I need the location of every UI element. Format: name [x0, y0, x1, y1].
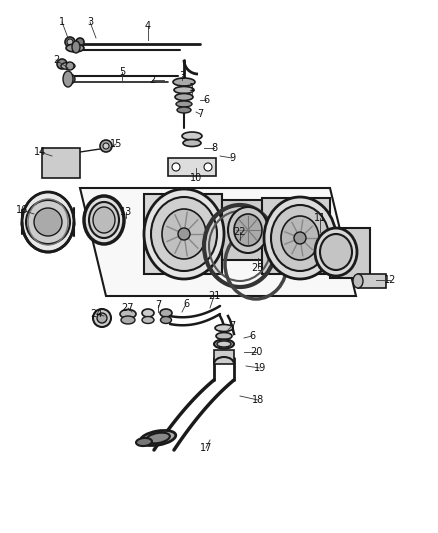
Circle shape [34, 208, 62, 236]
Text: 7: 7 [229, 321, 235, 331]
Ellipse shape [144, 189, 224, 279]
Bar [262, 198, 330, 274]
Circle shape [93, 309, 111, 327]
Ellipse shape [315, 228, 357, 276]
Ellipse shape [320, 234, 352, 270]
Circle shape [65, 37, 75, 47]
Ellipse shape [281, 216, 319, 260]
Text: 3: 3 [87, 17, 93, 27]
Circle shape [97, 313, 107, 323]
Text: 6: 6 [183, 299, 189, 309]
Text: 7: 7 [155, 300, 161, 310]
Text: 24: 24 [90, 309, 102, 319]
Text: 5: 5 [119, 67, 125, 77]
Circle shape [172, 163, 180, 171]
Text: 1: 1 [189, 83, 195, 93]
Ellipse shape [271, 205, 329, 271]
Circle shape [76, 38, 84, 46]
Ellipse shape [174, 86, 194, 93]
Ellipse shape [162, 209, 206, 259]
Text: 8: 8 [211, 143, 217, 153]
Circle shape [103, 143, 109, 149]
Ellipse shape [175, 93, 193, 101]
Text: 11: 11 [314, 213, 326, 223]
Ellipse shape [217, 341, 231, 347]
Ellipse shape [177, 107, 191, 113]
Ellipse shape [63, 71, 73, 87]
Text: 7: 7 [197, 109, 203, 119]
Circle shape [26, 200, 70, 244]
Ellipse shape [215, 325, 233, 332]
Text: 27: 27 [122, 303, 134, 313]
Circle shape [66, 62, 74, 70]
Text: 12: 12 [384, 275, 396, 285]
Text: 17: 17 [200, 443, 212, 453]
Ellipse shape [151, 197, 217, 271]
Circle shape [67, 39, 73, 45]
Ellipse shape [160, 309, 172, 317]
Bar [214, 350, 234, 364]
Bar [330, 228, 370, 278]
Circle shape [204, 163, 212, 171]
Text: 22: 22 [234, 227, 246, 237]
Ellipse shape [142, 309, 154, 317]
Text: 14: 14 [34, 147, 46, 157]
Ellipse shape [84, 196, 124, 244]
Bar [168, 158, 216, 176]
Circle shape [57, 59, 67, 69]
Ellipse shape [160, 317, 172, 324]
Ellipse shape [214, 340, 234, 349]
Ellipse shape [140, 431, 176, 446]
Text: 10: 10 [190, 173, 202, 183]
Text: 3: 3 [179, 71, 185, 81]
Text: 18: 18 [252, 395, 264, 405]
Bar [358, 274, 386, 288]
Ellipse shape [216, 333, 232, 340]
Text: 19: 19 [254, 363, 266, 373]
Ellipse shape [66, 44, 84, 52]
Ellipse shape [264, 197, 336, 279]
Text: 25: 25 [252, 263, 264, 273]
Ellipse shape [353, 274, 363, 288]
Ellipse shape [176, 101, 192, 107]
Ellipse shape [136, 438, 152, 446]
Polygon shape [80, 188, 356, 296]
Ellipse shape [22, 192, 74, 252]
Bar [144, 194, 222, 274]
Circle shape [65, 74, 75, 84]
Text: 1: 1 [59, 17, 65, 27]
Bar [42, 148, 80, 178]
Ellipse shape [146, 433, 170, 443]
Ellipse shape [61, 62, 75, 69]
Ellipse shape [142, 317, 154, 324]
Ellipse shape [183, 140, 201, 147]
Text: 4: 4 [145, 21, 151, 31]
Ellipse shape [72, 41, 80, 53]
Text: 2: 2 [149, 75, 155, 85]
Text: 20: 20 [250, 347, 262, 357]
Ellipse shape [89, 202, 119, 238]
Ellipse shape [121, 316, 135, 324]
Ellipse shape [93, 207, 115, 233]
Ellipse shape [173, 78, 195, 86]
Text: 6: 6 [203, 95, 209, 105]
Bar [222, 200, 274, 260]
Ellipse shape [228, 207, 268, 253]
Text: 6: 6 [249, 331, 255, 341]
Text: 15: 15 [110, 139, 122, 149]
Text: 9: 9 [229, 153, 235, 163]
Ellipse shape [120, 310, 136, 319]
Text: 2: 2 [53, 55, 59, 65]
Circle shape [178, 228, 190, 240]
Circle shape [294, 232, 306, 244]
Text: 16: 16 [16, 205, 28, 215]
Text: 21: 21 [208, 291, 220, 301]
Ellipse shape [182, 132, 202, 140]
Ellipse shape [234, 214, 262, 246]
Circle shape [100, 140, 112, 152]
Text: 13: 13 [120, 207, 132, 217]
